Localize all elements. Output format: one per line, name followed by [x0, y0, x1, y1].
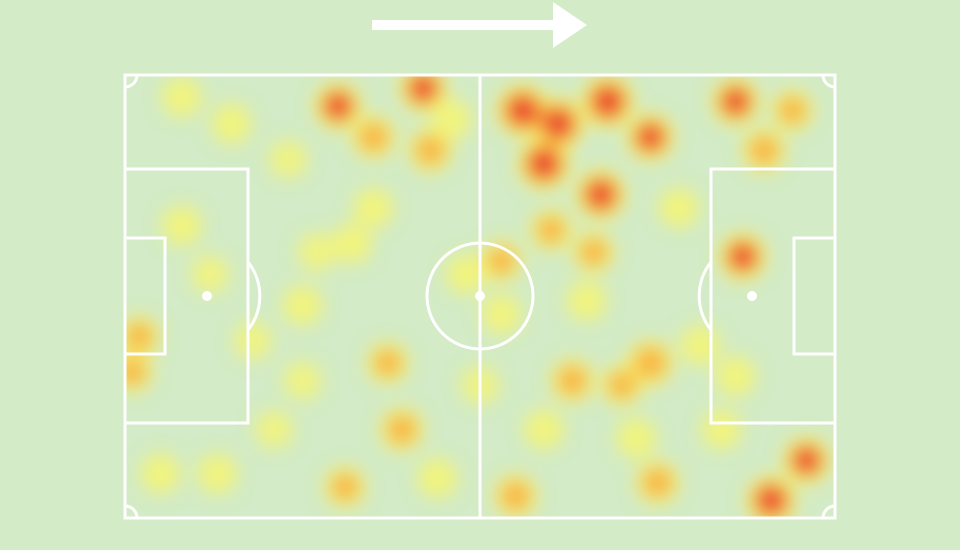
heat-point-core: [415, 135, 446, 166]
right-penalty-spot: [747, 291, 757, 301]
heat-layer: [125, 75, 831, 518]
heat-point-core: [748, 135, 780, 166]
heat-point-core: [358, 121, 389, 153]
heat-point: [197, 453, 238, 494]
heat-point: [445, 254, 486, 295]
heat-point-hot: [591, 85, 624, 118]
heat-point-hot: [636, 123, 665, 152]
heat-point-core: [557, 365, 588, 396]
left-six-yard-box: [123, 236, 167, 356]
heat-point-hot: [721, 87, 750, 116]
heat-point-core: [386, 414, 418, 445]
heat-point-hot: [756, 485, 787, 516]
heat-point: [191, 255, 230, 294]
heat-point-core: [537, 216, 565, 245]
heat-point-hot: [792, 446, 821, 475]
heat-point: [566, 280, 607, 321]
right-six-yard-box: [792, 236, 837, 356]
heat-point: [282, 285, 323, 326]
corner-arc: [821, 504, 836, 519]
heat-point: [269, 140, 308, 179]
heat-point: [715, 356, 756, 397]
heat-point-hot: [409, 75, 438, 103]
heat-point-hot: [506, 94, 539, 127]
heat-point-core: [642, 467, 673, 498]
heat-point-hot: [542, 107, 575, 140]
heat-point: [161, 77, 202, 118]
left-penalty-spot: [202, 291, 212, 301]
pitch-lines: [123, 73, 837, 520]
heat-point: [431, 99, 472, 140]
heat-point: [332, 223, 373, 264]
heat-point-core: [125, 322, 154, 351]
heat-point-core: [487, 247, 516, 276]
heat-point: [353, 187, 394, 228]
heat-point-core: [778, 96, 807, 125]
heat-point-core: [634, 346, 667, 380]
corner-arc: [124, 504, 139, 519]
heat-point-core: [125, 357, 147, 386]
heat-point-hot: [585, 179, 616, 210]
heat-point: [255, 410, 294, 449]
heat-point: [701, 409, 742, 450]
heat-point-core: [331, 472, 360, 501]
heat-point: [233, 321, 272, 360]
heat-point: [523, 409, 564, 450]
center-circle: [425, 241, 535, 351]
heat-point: [417, 458, 458, 499]
corner-arc: [821, 74, 836, 89]
heat-point-hot: [324, 92, 352, 121]
heat-point-core: [373, 348, 402, 377]
heat-point-hot: [527, 147, 560, 180]
heat-point: [297, 233, 336, 272]
heat-point: [616, 418, 657, 459]
heat-point-core: [608, 371, 636, 400]
corner-arc: [124, 74, 139, 89]
right-penalty-arc: [697, 261, 713, 331]
heat-point: [680, 325, 721, 366]
attack-direction-arrow: [372, 2, 587, 48]
heat-point: [161, 205, 202, 246]
heat-point: [283, 361, 322, 400]
heat-point-core: [500, 480, 531, 512]
left-penalty-arc: [246, 261, 262, 331]
heat-point: [140, 453, 181, 494]
heat-point-hot: [728, 242, 757, 271]
heat-point-core: [579, 238, 608, 267]
heat-point: [481, 294, 522, 335]
heat-point: [211, 103, 252, 144]
center-spot: [475, 291, 485, 301]
heat-point: [658, 187, 699, 228]
